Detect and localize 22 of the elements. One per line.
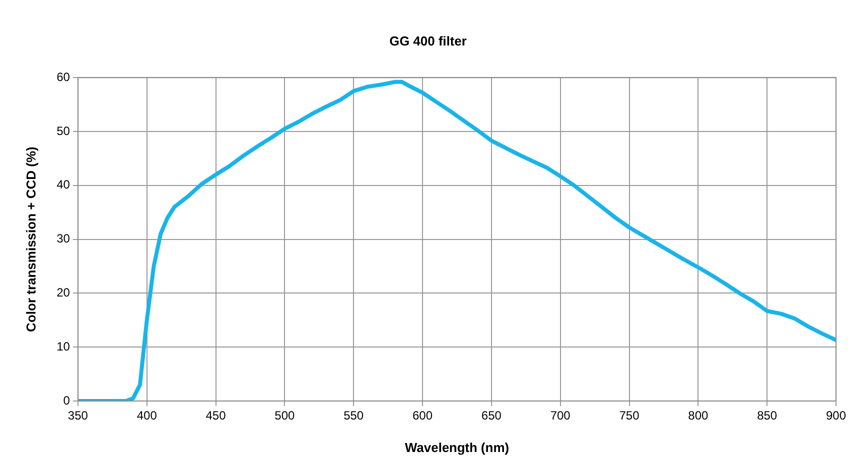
- x-tick-label: 900: [826, 408, 846, 423]
- y-tick-label: 60: [56, 70, 70, 84]
- x-tick-label: 850: [757, 408, 778, 423]
- x-axis-title: Wavelength (nm): [404, 440, 510, 455]
- x-tick-label: 800: [688, 408, 709, 423]
- chart-title: GG 400 filter: [389, 33, 467, 48]
- y-tick-label: 40: [56, 178, 70, 192]
- y-tick-label: 50: [56, 124, 70, 138]
- x-tick-label: 500: [274, 408, 296, 423]
- x-tick-label: 600: [412, 408, 433, 423]
- y-tick-label: 0: [63, 393, 70, 408]
- x-tick-label: 400: [136, 408, 158, 423]
- y-tick-label: 10: [56, 339, 70, 354]
- y-axis-title: Color transmission + CCD (%): [23, 146, 38, 332]
- x-tick-label: 350: [68, 408, 88, 423]
- x-tick-label: 750: [619, 408, 640, 423]
- x-tick-label: 700: [550, 408, 571, 423]
- x-tick-label: 550: [344, 408, 364, 423]
- x-tick-label: 450: [206, 408, 226, 423]
- x-tick-label: 650: [481, 408, 502, 423]
- y-tick-label: 20: [56, 286, 70, 300]
- y-tick-label: 30: [56, 232, 70, 246]
